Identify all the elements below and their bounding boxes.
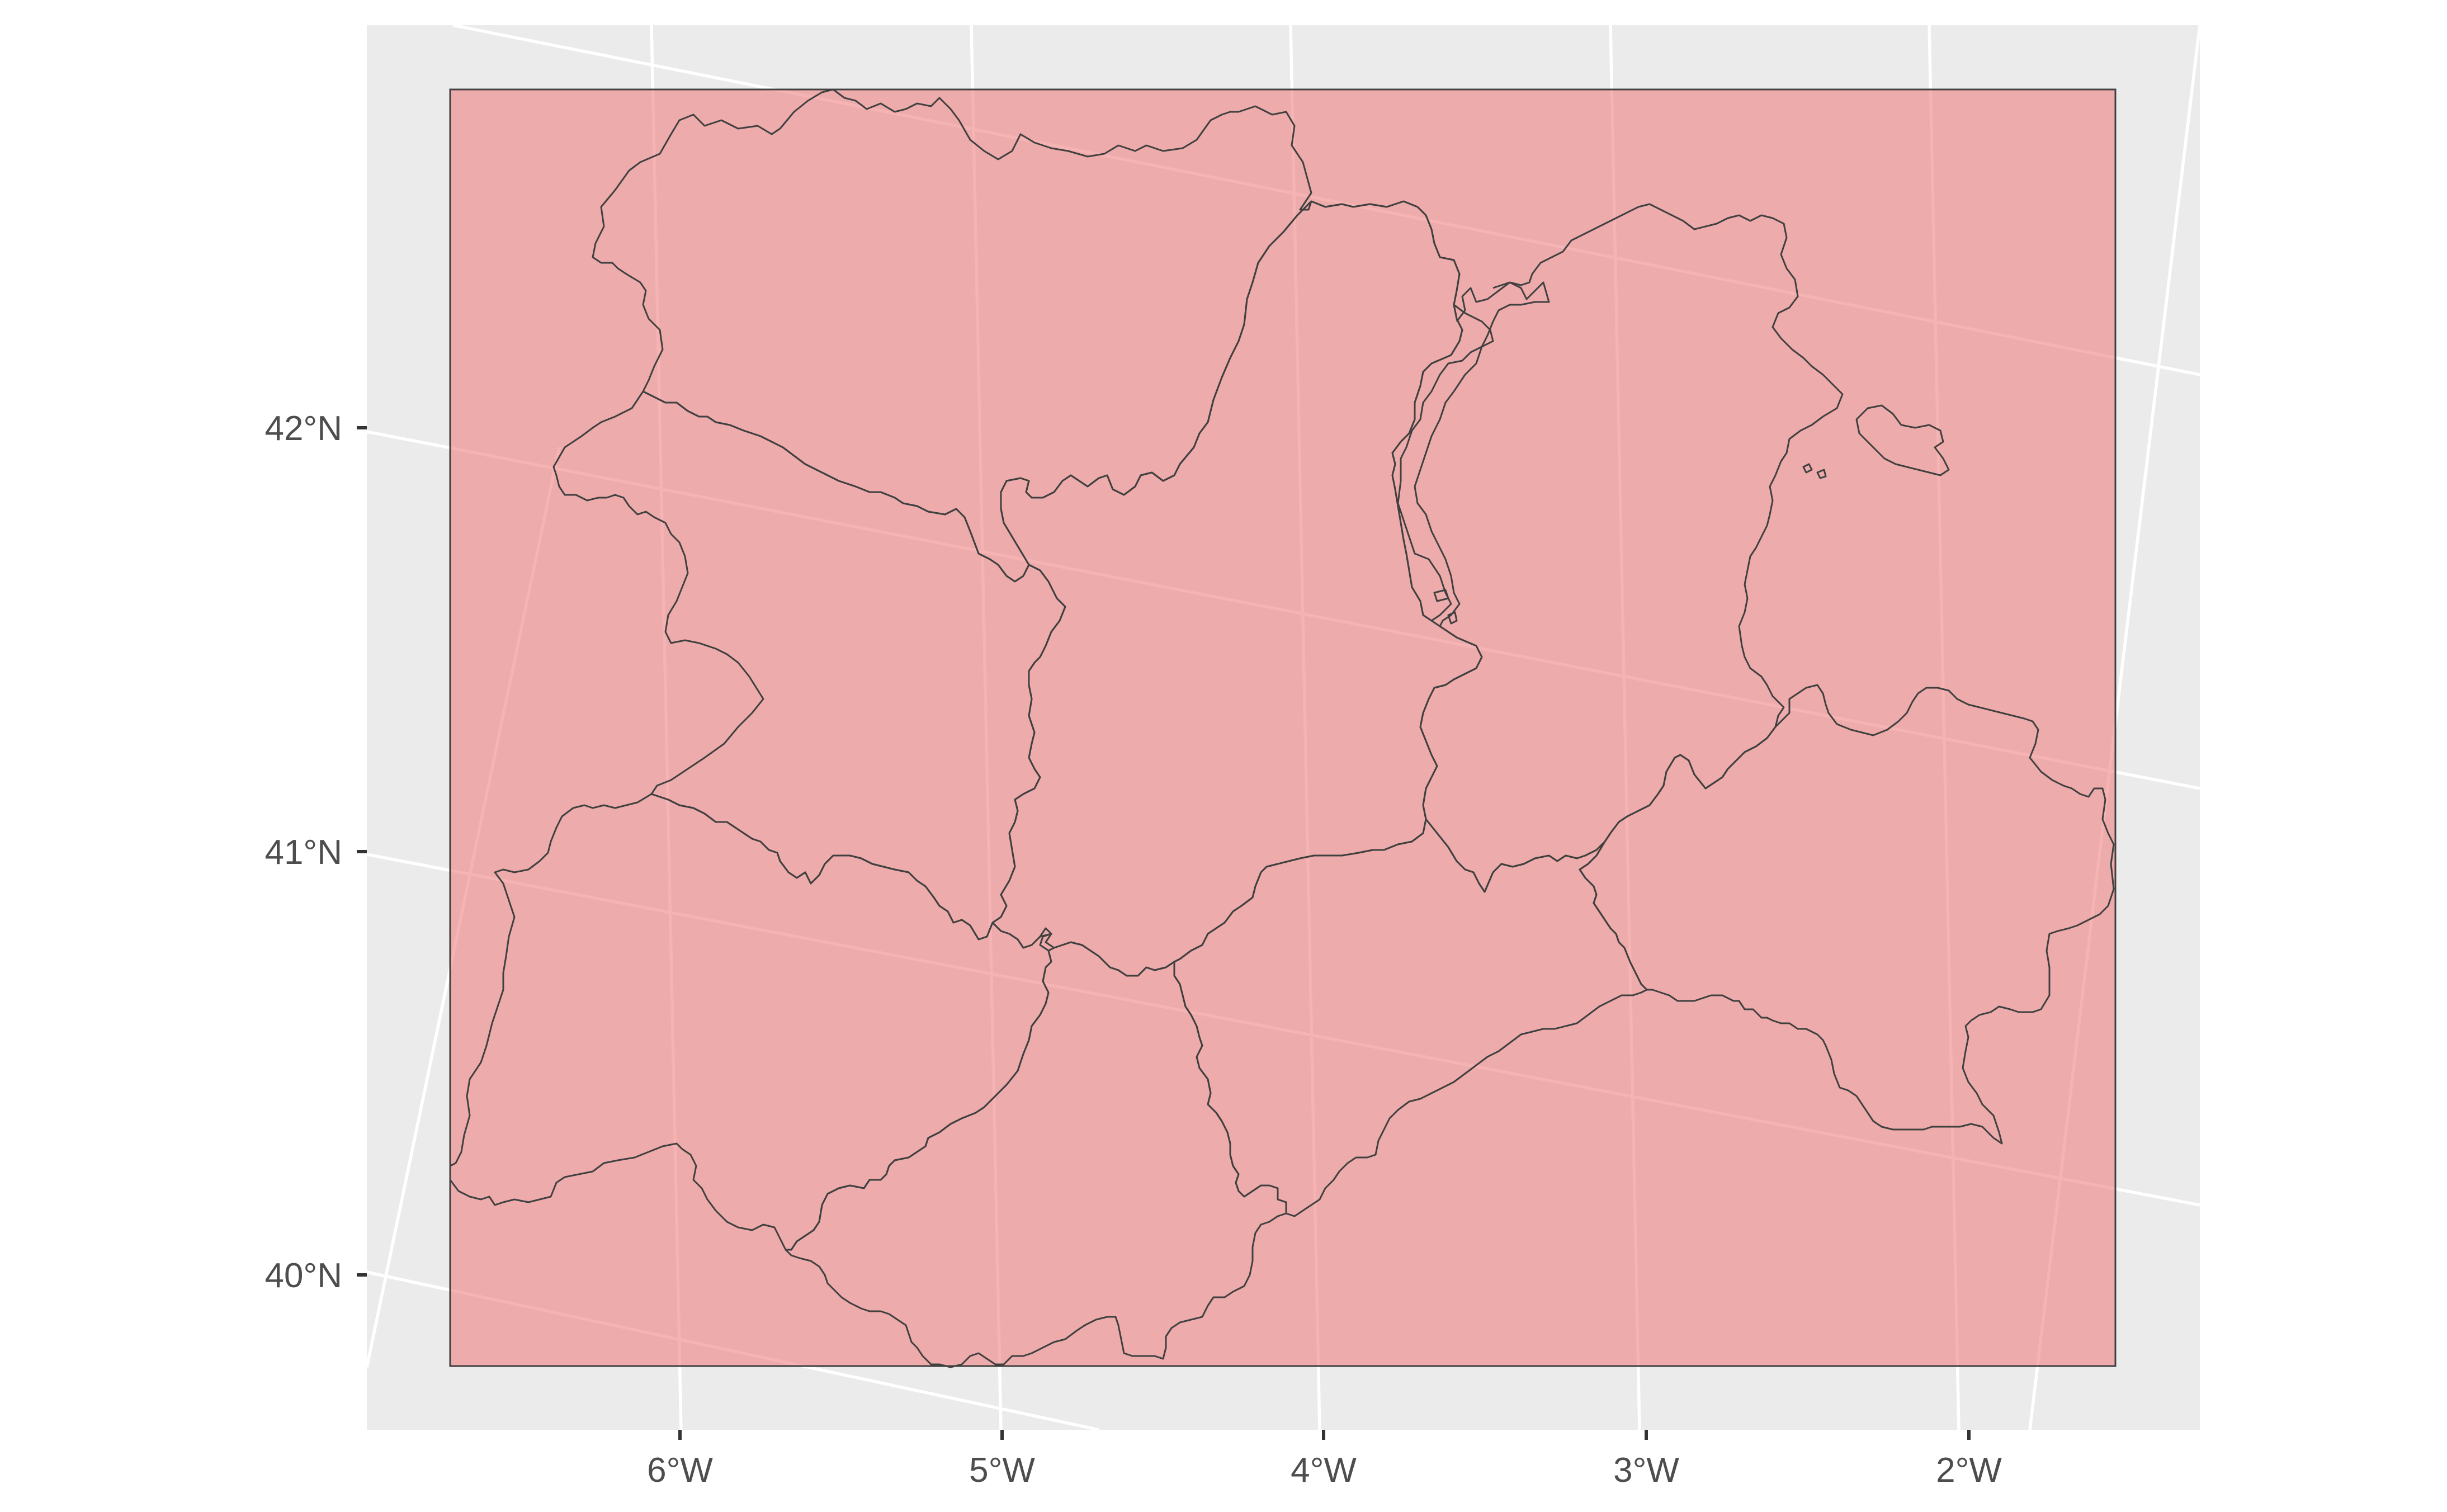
x-tick-label-2w: 2°W bbox=[1936, 1451, 2002, 1490]
y-axis: 42°N 41°N 40°N bbox=[264, 409, 367, 1295]
province-burgos bbox=[1311, 200, 1494, 622]
province-soria bbox=[1579, 684, 2115, 1145]
exclave-small-4 bbox=[1447, 611, 1458, 625]
bounding-box bbox=[449, 88, 2117, 1367]
y-tick-label-41: 41°N bbox=[264, 833, 342, 872]
exclave-small-2 bbox=[1816, 469, 1827, 479]
x-tick-label-3w: 3°W bbox=[1613, 1451, 1679, 1490]
exclave-small-1 bbox=[1802, 463, 1813, 474]
y-tick-label-42: 42°N bbox=[264, 409, 342, 448]
y-tick-label-40: 40°N bbox=[264, 1256, 342, 1295]
x-tick-label-5w: 5°W bbox=[969, 1451, 1035, 1490]
exclave-small-3 bbox=[1433, 589, 1449, 602]
x-tick-label-4w: 4°W bbox=[1291, 1451, 1357, 1490]
exclave-trevino bbox=[1855, 404, 1950, 476]
province-avila bbox=[785, 941, 1287, 1368]
province-borders bbox=[449, 88, 2115, 1368]
x-tick-label-6w: 6°W bbox=[647, 1451, 713, 1490]
x-axis: 6°W 5°W 4°W 3°W 2°W bbox=[647, 1430, 2002, 1490]
